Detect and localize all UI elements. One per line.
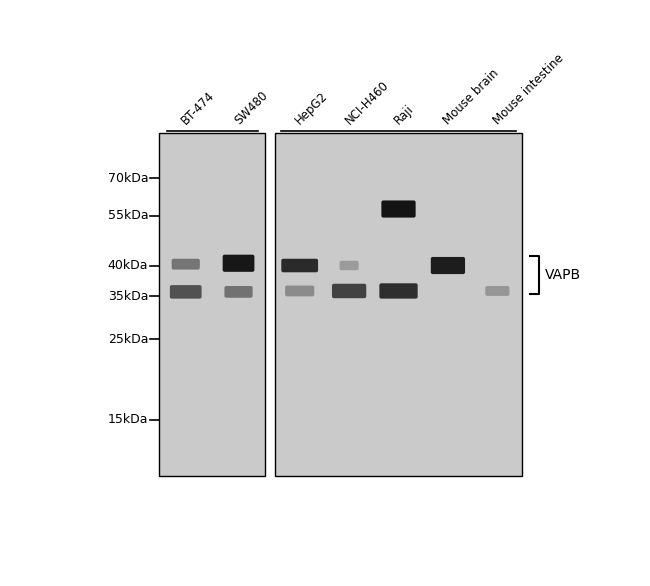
Text: BT-474: BT-474 xyxy=(179,88,217,127)
Text: 55kDa: 55kDa xyxy=(108,209,148,222)
Text: 70kDa: 70kDa xyxy=(108,172,148,185)
FancyBboxPatch shape xyxy=(224,286,253,298)
FancyBboxPatch shape xyxy=(281,259,318,272)
FancyBboxPatch shape xyxy=(380,283,418,299)
Text: NCI-H460: NCI-H460 xyxy=(343,78,391,127)
FancyBboxPatch shape xyxy=(223,255,254,272)
FancyBboxPatch shape xyxy=(159,134,265,476)
FancyBboxPatch shape xyxy=(339,261,359,270)
Text: 15kDa: 15kDa xyxy=(108,413,148,427)
FancyBboxPatch shape xyxy=(382,200,415,217)
FancyBboxPatch shape xyxy=(172,259,200,270)
FancyBboxPatch shape xyxy=(332,284,366,298)
Text: SW480: SW480 xyxy=(232,88,270,127)
Text: 40kDa: 40kDa xyxy=(108,259,148,272)
Text: Raji: Raji xyxy=(392,102,417,127)
FancyBboxPatch shape xyxy=(170,285,202,299)
Text: HepG2: HepG2 xyxy=(293,89,331,127)
FancyBboxPatch shape xyxy=(285,285,315,297)
Text: 35kDa: 35kDa xyxy=(108,290,148,303)
Text: 25kDa: 25kDa xyxy=(108,333,148,346)
FancyBboxPatch shape xyxy=(275,134,522,476)
Text: Mouse intestine: Mouse intestine xyxy=(491,51,566,127)
FancyBboxPatch shape xyxy=(486,286,510,296)
Text: Mouse brain: Mouse brain xyxy=(441,66,502,127)
Text: VAPB: VAPB xyxy=(545,268,581,282)
FancyBboxPatch shape xyxy=(431,257,465,274)
